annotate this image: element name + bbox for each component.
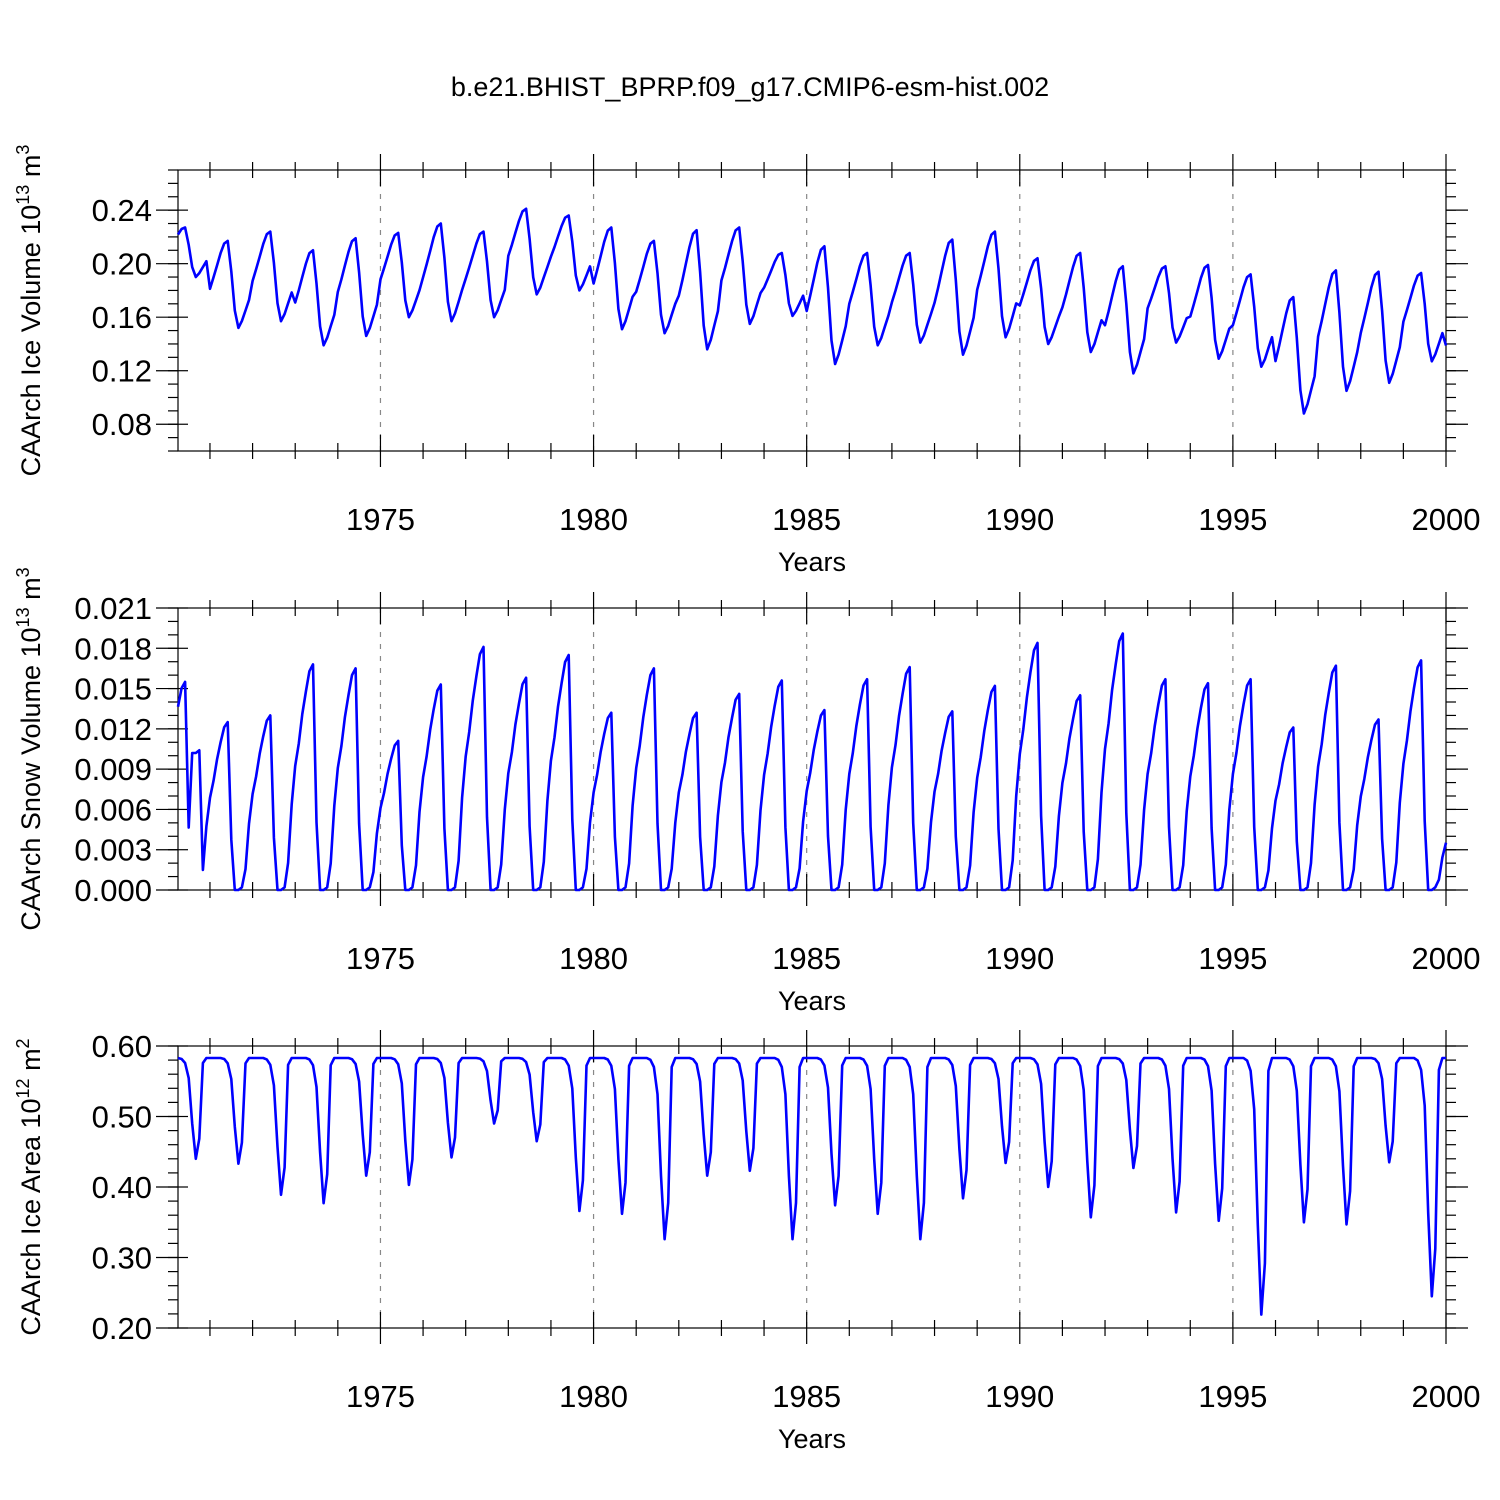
y-tick-label: 0.12	[92, 354, 152, 389]
series-line	[177, 1056, 1446, 1316]
x-tick-label: 1975	[346, 1379, 415, 1414]
ice-volume-panel: 1975 1980 1985 1990 1995 2000 0.08 0.12 0.16 0.20…	[13, 145, 1480, 577]
y-tick-label: 0.006	[74, 792, 152, 827]
x-axis-label: Years	[778, 1424, 846, 1454]
x-tick-label: 1995	[1198, 1379, 1267, 1414]
ice-area-panel: 1975 1980 1985 1990 1995 2000 0.20 0.30 0.40 0.50…	[13, 1029, 1480, 1454]
y-tick-label: 0.20	[92, 247, 152, 282]
x-axis-label: Years	[778, 547, 846, 577]
x-tick-label: 1995	[1198, 502, 1267, 537]
y-tick-label: 0.40	[92, 1170, 152, 1205]
y-tick-label: 0.021	[74, 591, 152, 626]
plot-frame	[177, 169, 1447, 452]
y-axis-label: CAArch Snow Volume 1013 m3	[13, 567, 46, 930]
x-tick-label: 2000	[1412, 941, 1481, 976]
x-tick-label: 1980	[559, 1379, 628, 1414]
x-tick-label: 2000	[1412, 1379, 1481, 1414]
x-tick-label: 1990	[985, 502, 1054, 537]
x-axis-label: Years	[778, 986, 846, 1016]
series-line	[176, 632, 1448, 892]
y-tick-label: 0.08	[92, 407, 152, 442]
y-tick-label: 0.20	[92, 1311, 152, 1346]
plot-frame	[177, 607, 1447, 891]
y-tick-label: 0.50	[92, 1100, 152, 1135]
x-tick-label: 1990	[985, 941, 1054, 976]
y-tick-label: 0.000	[74, 873, 152, 908]
y-tick-label: 0.30	[92, 1241, 152, 1276]
x-tick-label: 1985	[772, 502, 841, 537]
x-tick-label: 1990	[985, 1379, 1054, 1414]
y-tick-label: 0.018	[74, 631, 152, 666]
x-tick-label: 1995	[1198, 941, 1267, 976]
x-tick-label: 1975	[346, 502, 415, 537]
y-tick-label: 0.012	[74, 712, 152, 747]
y-axis-label: CAArch Ice Volume 1013 m3	[13, 145, 46, 477]
x-tick-label: 1985	[772, 941, 841, 976]
y-tick-label: 0.003	[74, 833, 152, 868]
x-tick-label: 1980	[559, 941, 628, 976]
snow-volume-panel: 1975 1980 1985 1990 1995 2000 0.000 0.003 0.006 0…	[13, 567, 1480, 1016]
series-line	[176, 207, 1448, 415]
y-axis-label: CAArch Ice Area 1012 m2	[13, 1038, 46, 1335]
y-tick-label: 0.009	[74, 752, 152, 787]
x-tick-label: 1980	[559, 502, 628, 537]
x-tick-label: 1975	[346, 941, 415, 976]
y-tick-label: 0.60	[92, 1029, 152, 1064]
x-tick-label: 1985	[772, 1379, 841, 1414]
figure-title: b.e21.BHIST_BPRP.f09_g17.CMIP6-esm-hist.…	[451, 72, 1049, 102]
y-tick-label: 0.015	[74, 672, 152, 707]
y-tick-label: 0.24	[92, 193, 152, 228]
x-tick-label: 2000	[1412, 502, 1481, 537]
y-tick-label: 0.16	[92, 300, 152, 335]
